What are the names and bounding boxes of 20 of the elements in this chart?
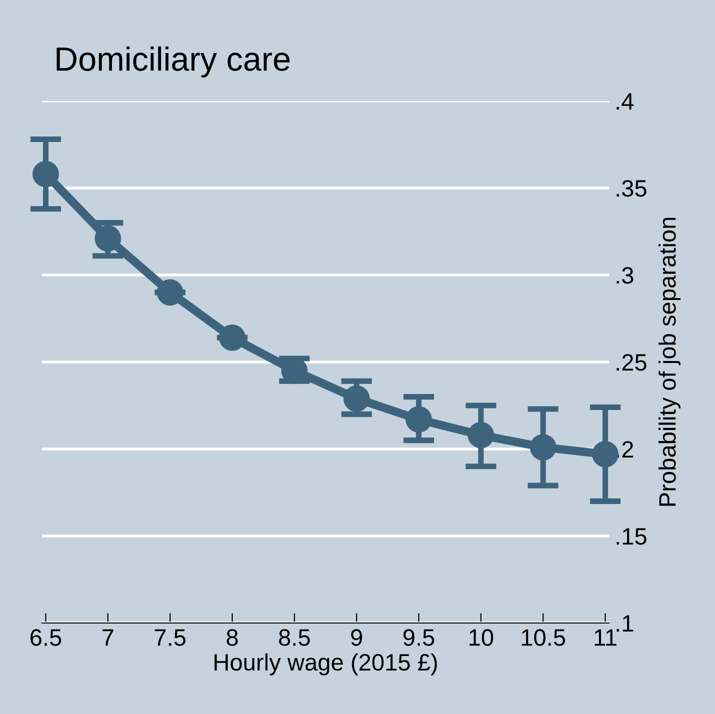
- y-tick-label: .1: [616, 615, 634, 632]
- y-tick-label: .2: [616, 441, 634, 458]
- chart-title: Domiciliary care: [56, 46, 290, 78]
- x-tick-label: 8: [226, 629, 238, 646]
- y-axis-title: Probability of job separation: [658, 218, 680, 506]
- x-tick-label: 6.5: [30, 629, 62, 646]
- x-tick-label: 10.5: [522, 629, 566, 646]
- x-tick-label: 11: [594, 629, 616, 646]
- y-tick-label: .25: [616, 354, 646, 371]
- y-tick-label: .3: [616, 267, 634, 284]
- y-tick-label: .4: [616, 93, 634, 110]
- x-tick-label: 10: [470, 629, 494, 646]
- x-tick-label: 7: [102, 629, 114, 646]
- x-tick-label: 7.5: [154, 629, 186, 646]
- x-tick-label: 8.5: [279, 629, 310, 646]
- x-tick-label: 9: [351, 629, 362, 646]
- y-tick-label: .35: [616, 180, 646, 197]
- y-tick-label: .15: [616, 528, 646, 545]
- x-axis-title: Hourly wage (2015 £): [214, 653, 437, 676]
- x-tick-label: 9.5: [403, 629, 434, 646]
